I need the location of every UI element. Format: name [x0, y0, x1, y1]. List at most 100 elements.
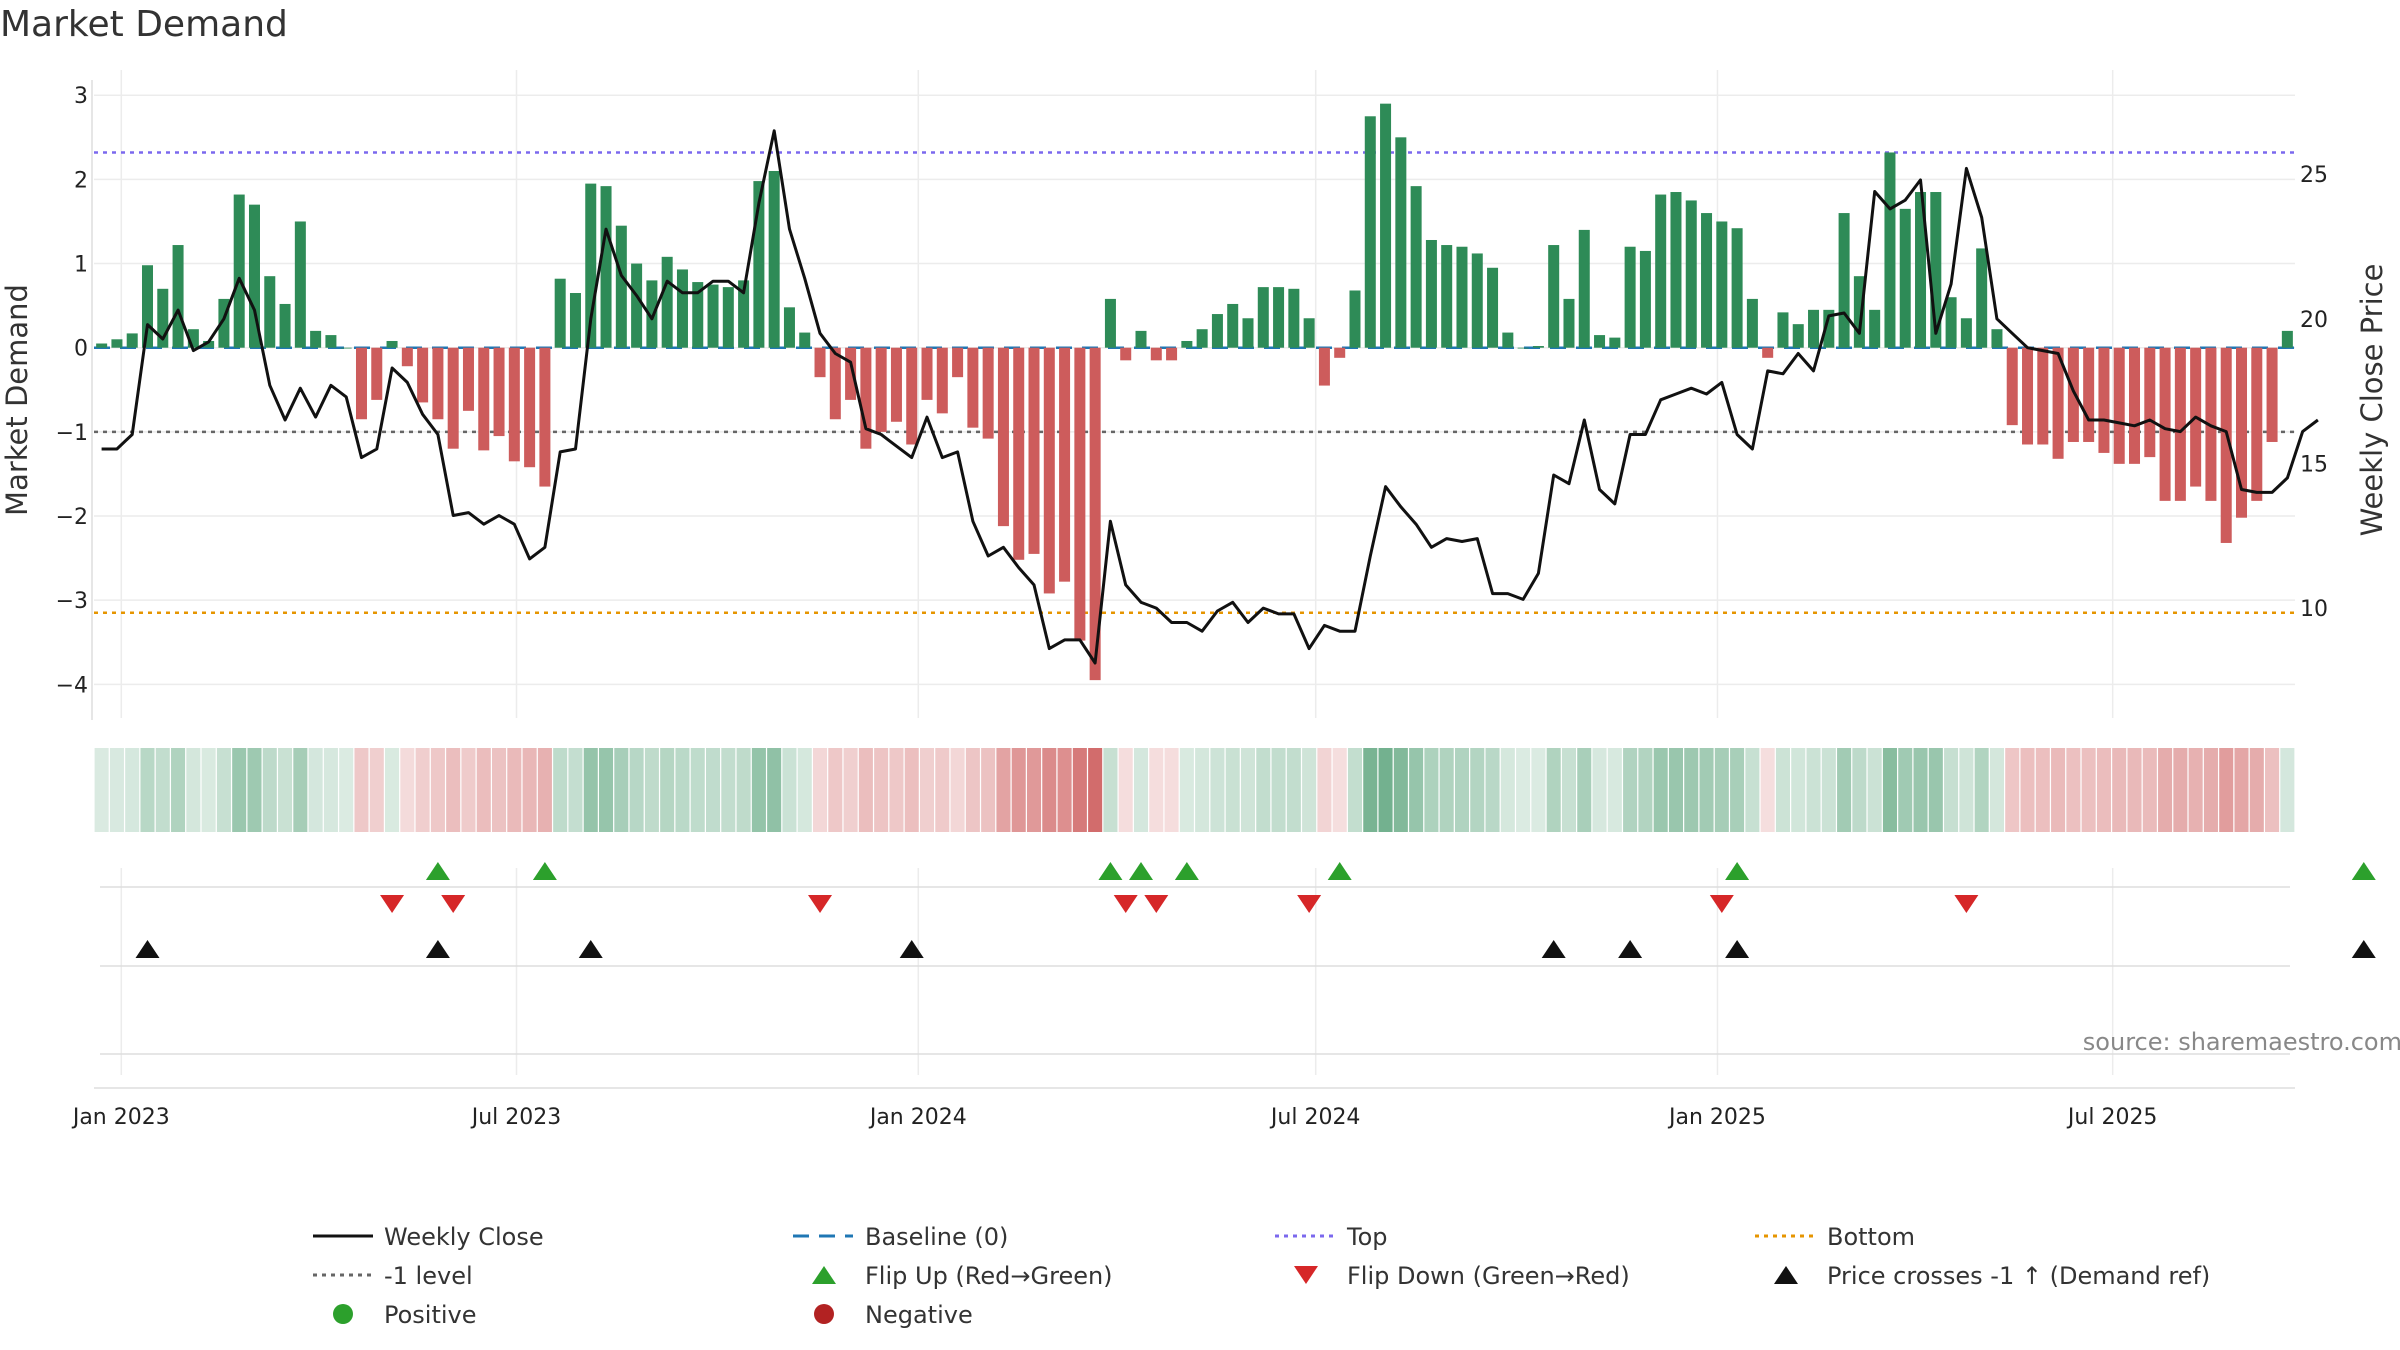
reference-lines: [94, 151, 2295, 615]
x-tick-label: Jan 2025: [1667, 1105, 1766, 1130]
heat-cell: [247, 748, 262, 832]
heat-cell: [1944, 748, 1959, 832]
legend-swatch-flip-down: [1294, 1266, 1318, 1284]
demand-bar: [157, 288, 169, 348]
heat-cell: [1072, 748, 1087, 832]
legend-swatch-price-cross: [1774, 1266, 1798, 1284]
heat-cell: [1500, 748, 1515, 832]
demand-bar: [1135, 330, 1147, 348]
demand-bar: [1655, 194, 1667, 348]
demand-bar: [1456, 246, 1468, 348]
demand-bar: [1227, 303, 1239, 348]
heat-cell: [461, 748, 476, 832]
price-cross-marker: [2351, 940, 2376, 958]
demand-bar: [2037, 347, 2049, 445]
legend-label-flip-up: Flip Up (Red→Green): [865, 1262, 1113, 1290]
flip-up-marker: [425, 862, 450, 880]
flip-down-marker: [1709, 895, 1734, 913]
price-cross-marker: [1541, 940, 1566, 958]
demand-bar: [2052, 347, 2064, 459]
heat-cell: [1821, 748, 1836, 832]
heat-cell: [2203, 748, 2218, 832]
demand-bar: [1777, 312, 1789, 348]
demand-bar: [906, 347, 918, 445]
heat-cell: [904, 748, 919, 832]
demand-bar: [141, 265, 153, 348]
demand-bar: [478, 347, 490, 451]
demand-bar: [997, 347, 1009, 527]
heat-cell: [996, 748, 1011, 832]
heat-cell: [140, 748, 155, 832]
heat-cell: [537, 748, 552, 832]
heat-cell: [446, 748, 461, 832]
heat-cell: [1684, 748, 1699, 832]
demand-bar: [218, 298, 230, 348]
y-axis-label-right: Weekly Close Price: [2355, 264, 2389, 537]
demand-bar: [967, 347, 979, 428]
heat-cell: [1607, 748, 1622, 832]
demand-bar: [432, 347, 444, 420]
price-cross-marker: [1618, 940, 1643, 958]
heat-cell: [797, 748, 812, 832]
heat-cell: [1485, 748, 1500, 832]
heat-cell: [1959, 748, 1974, 832]
heat-cell: [1470, 748, 1485, 832]
demand-bar: [875, 347, 887, 432]
demand-bar: [1349, 290, 1361, 348]
legend-item-positive: Positive: [333, 1301, 477, 1329]
demand-bar: [2159, 347, 2171, 501]
heat-cell: [1531, 748, 1546, 832]
demand-bar: [692, 282, 704, 348]
demand-bar: [2266, 347, 2278, 442]
demand-bar: [248, 204, 260, 348]
x-tick-label: Jul 2023: [470, 1105, 562, 1130]
heat-cell: [1179, 748, 1194, 832]
demand-bar: [2129, 347, 2141, 464]
demand-bar: [539, 347, 551, 487]
demand-bar: [1838, 213, 1850, 348]
flip-down-marker: [1144, 895, 1169, 913]
demand-bar: [1792, 324, 1804, 348]
demand-bar: [1991, 329, 2003, 348]
legend-label-positive: Positive: [384, 1301, 477, 1329]
demand-bar: [187, 329, 199, 348]
demand-bar: [1563, 298, 1575, 348]
grid-layer: [94, 70, 2295, 1075]
demand-bar: [2083, 347, 2095, 442]
heat-cell: [1638, 748, 1653, 832]
flip-down-marker: [441, 895, 466, 913]
flip-up-marker: [1725, 862, 1750, 880]
heat-cell: [843, 748, 858, 832]
demand-bar: [1059, 347, 1071, 582]
demand-bar: [646, 280, 658, 348]
heat-cell: [935, 748, 950, 832]
heat-cell: [2112, 748, 2127, 832]
y-tick-label-left: 0: [74, 337, 88, 362]
demand-bar: [1701, 213, 1713, 348]
demand-bar: [1395, 137, 1407, 348]
demand-bar: [2113, 347, 2125, 464]
heat-cell: [1317, 748, 1332, 832]
demand-bar: [1166, 347, 1178, 361]
legend-label-top: Top: [1346, 1223, 1388, 1251]
heat-cell: [522, 748, 537, 832]
heat-cell: [155, 748, 170, 832]
heat-cell: [889, 748, 904, 832]
demand-bar: [172, 245, 184, 348]
heat-cell: [1837, 748, 1852, 832]
heat-cell: [1546, 748, 1561, 832]
legend-item-minus-one: -1 level: [313, 1262, 473, 1290]
demand-bar: [310, 330, 322, 348]
demand-bar: [1609, 337, 1621, 348]
heat-cell: [690, 748, 705, 832]
y-tick-label-right: 10: [2300, 597, 2328, 622]
y-tick-label-left: −1: [56, 421, 88, 446]
demand-bar: [1869, 309, 1881, 348]
demand-bar: [1532, 346, 1544, 348]
heat-cell: [1195, 748, 1210, 832]
heat-cell: [1256, 748, 1271, 832]
demand-bar: [126, 333, 138, 348]
x-tick-label: Jan 2024: [868, 1105, 967, 1130]
heat-cell: [2234, 748, 2249, 832]
